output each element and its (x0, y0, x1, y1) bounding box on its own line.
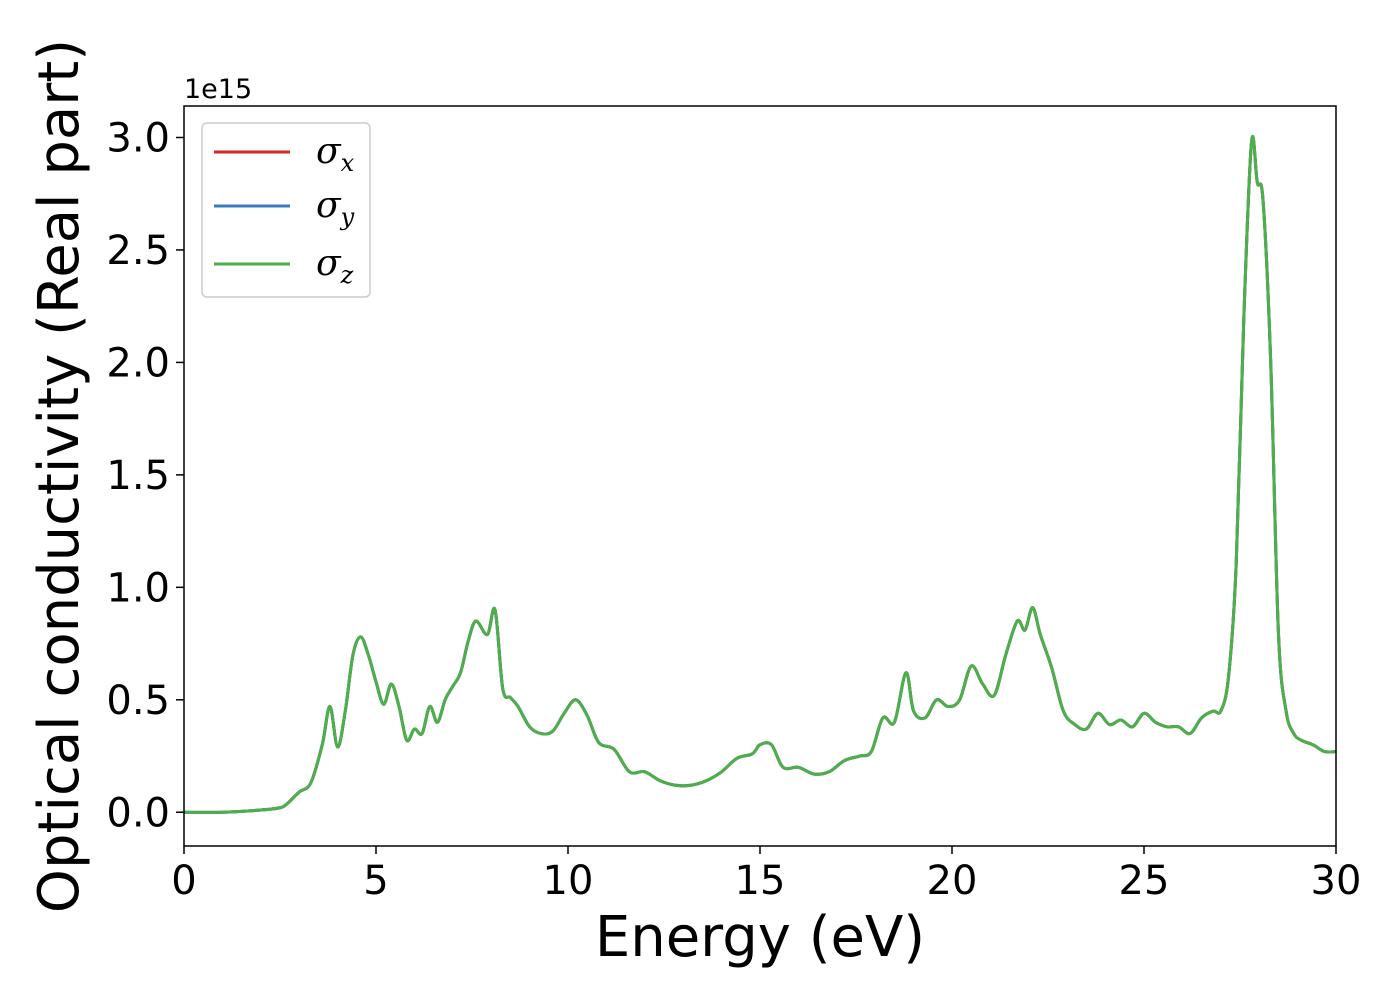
y-tick-label: 0.5 (106, 678, 170, 724)
x-tick-label: 0 (171, 858, 196, 904)
y-tick-label: 1.5 (106, 453, 170, 499)
x-tick-label: 25 (1119, 858, 1170, 904)
x-tick-label: 10 (543, 858, 594, 904)
y-tick-label: 3.0 (106, 115, 170, 161)
series-line-sigma-z (183, 135, 1337, 814)
y-axis-label: Optical conductivity (Real part) (27, 39, 92, 913)
series-lines (183, 135, 1337, 814)
x-tick-label: 30 (1311, 858, 1362, 904)
y-tick-label: 0.0 (106, 790, 170, 836)
x-tick-label: 20 (927, 858, 978, 904)
y-tick-label: 2.5 (106, 228, 170, 274)
x-tick-label: 15 (735, 858, 786, 904)
legend: σx σy σz (201, 122, 371, 298)
legend-frame (201, 122, 371, 298)
plot-area (184, 106, 1336, 846)
y-offset-label: 1e15 (184, 74, 252, 105)
y-tick-label: 2.0 (106, 340, 170, 386)
y-tick-label: 1.0 (106, 565, 170, 611)
x-tick-label: 5 (363, 858, 388, 904)
plot-frame (183, 105, 1337, 847)
x-axis-label: Energy (eV) (595, 905, 925, 970)
axis-ticks: 0 5 10 15 20 25 30 0.0 0.5 1.0 1.5 2.0 2.5 3.0 (106, 115, 1361, 904)
